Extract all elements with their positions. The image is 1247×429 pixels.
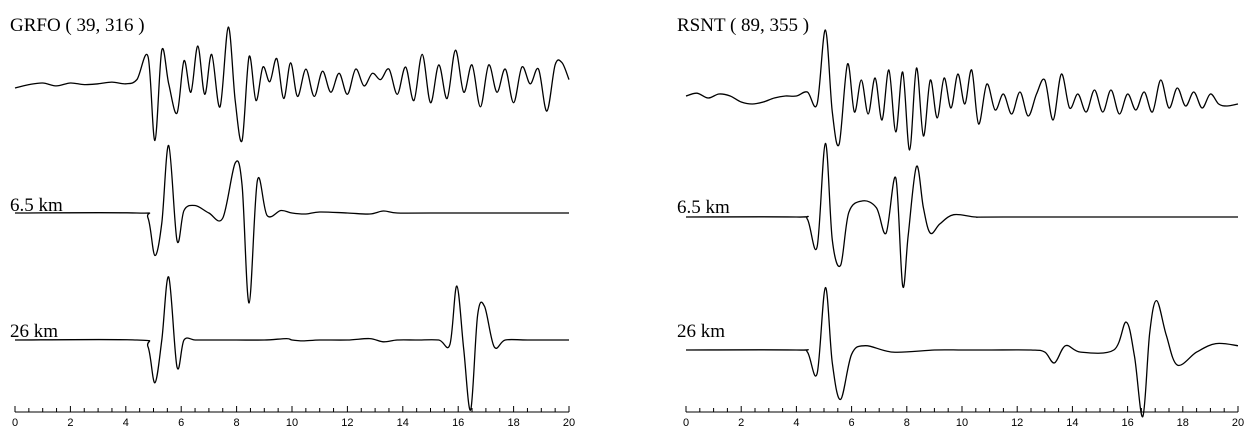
rsnt-tick-label: 16 bbox=[1121, 417, 1133, 429]
grfo-trace-observed bbox=[14, 26, 570, 143]
grfo-tick-label: 18 bbox=[507, 417, 519, 429]
rsnt-trace-label-6-5km: 6.5 km bbox=[677, 197, 730, 218]
rsnt-tick-label: 12 bbox=[1011, 417, 1023, 429]
rsnt-tick-label: 14 bbox=[1066, 417, 1078, 429]
rsnt-tick-label: 2 bbox=[738, 417, 744, 429]
seismogram-panel-rsnt: 0 2 4 6 8 10 12 14 16 18 20 RSNT ( 89, 355 ) 6.5 k… bbox=[667, 0, 1247, 429]
grfo-tick-label: 10 bbox=[286, 417, 298, 429]
grfo-tick-label: 20 bbox=[563, 417, 575, 429]
grfo-tick-label: 8 bbox=[234, 417, 240, 429]
grfo-tick-label: 0 bbox=[12, 417, 18, 429]
rsnt-tick-label: 8 bbox=[904, 417, 910, 429]
rsnt-trace-label-26km: 26 km bbox=[677, 321, 726, 342]
grfo-tick-label: 12 bbox=[341, 417, 353, 429]
rsnt-tick-label: 4 bbox=[793, 417, 799, 429]
rsnt-waveform-plot: 0 2 4 6 8 10 12 14 16 18 20 bbox=[683, 29, 1244, 429]
rsnt-trace-synthetic-1 bbox=[685, 142, 1238, 289]
rsnt-tick-label: 18 bbox=[1177, 417, 1189, 429]
grfo-tick-label: 2 bbox=[67, 417, 73, 429]
rsnt-tick-label: 20 bbox=[1232, 417, 1244, 429]
rsnt-trace-observed bbox=[685, 29, 1239, 151]
grfo-tick-label: 6 bbox=[178, 417, 184, 429]
grfo-tick-label: 16 bbox=[452, 417, 464, 429]
grfo-trace-synthetic-1 bbox=[14, 144, 569, 304]
rsnt-tick-label: 10 bbox=[956, 417, 968, 429]
rsnt-station-title: RSNT ( 89, 355 ) bbox=[677, 15, 810, 36]
seismogram-panel-grfo: 0 2 4 6 8 10 12 14 16 18 20 GRFO ( 39, 316 ) 6.5 k… bbox=[0, 0, 580, 429]
grfo-tick-label: 14 bbox=[397, 417, 409, 429]
grfo-trace-label-26km: 26 km bbox=[10, 321, 59, 342]
rsnt-tick-label: 6 bbox=[849, 417, 855, 429]
grfo-trace-label-6-5km: 6.5 km bbox=[10, 195, 63, 216]
grfo-station-title: GRFO ( 39, 316 ) bbox=[10, 15, 145, 36]
grfo-tick-label: 4 bbox=[123, 417, 129, 429]
grfo-trace-synthetic-2 bbox=[14, 276, 569, 411]
rsnt-tick-label: 0 bbox=[683, 417, 689, 429]
grfo-waveform-plot: 0 2 4 6 8 10 12 14 16 18 20 bbox=[12, 26, 575, 429]
rsnt-trace-synthetic-2 bbox=[685, 286, 1239, 418]
